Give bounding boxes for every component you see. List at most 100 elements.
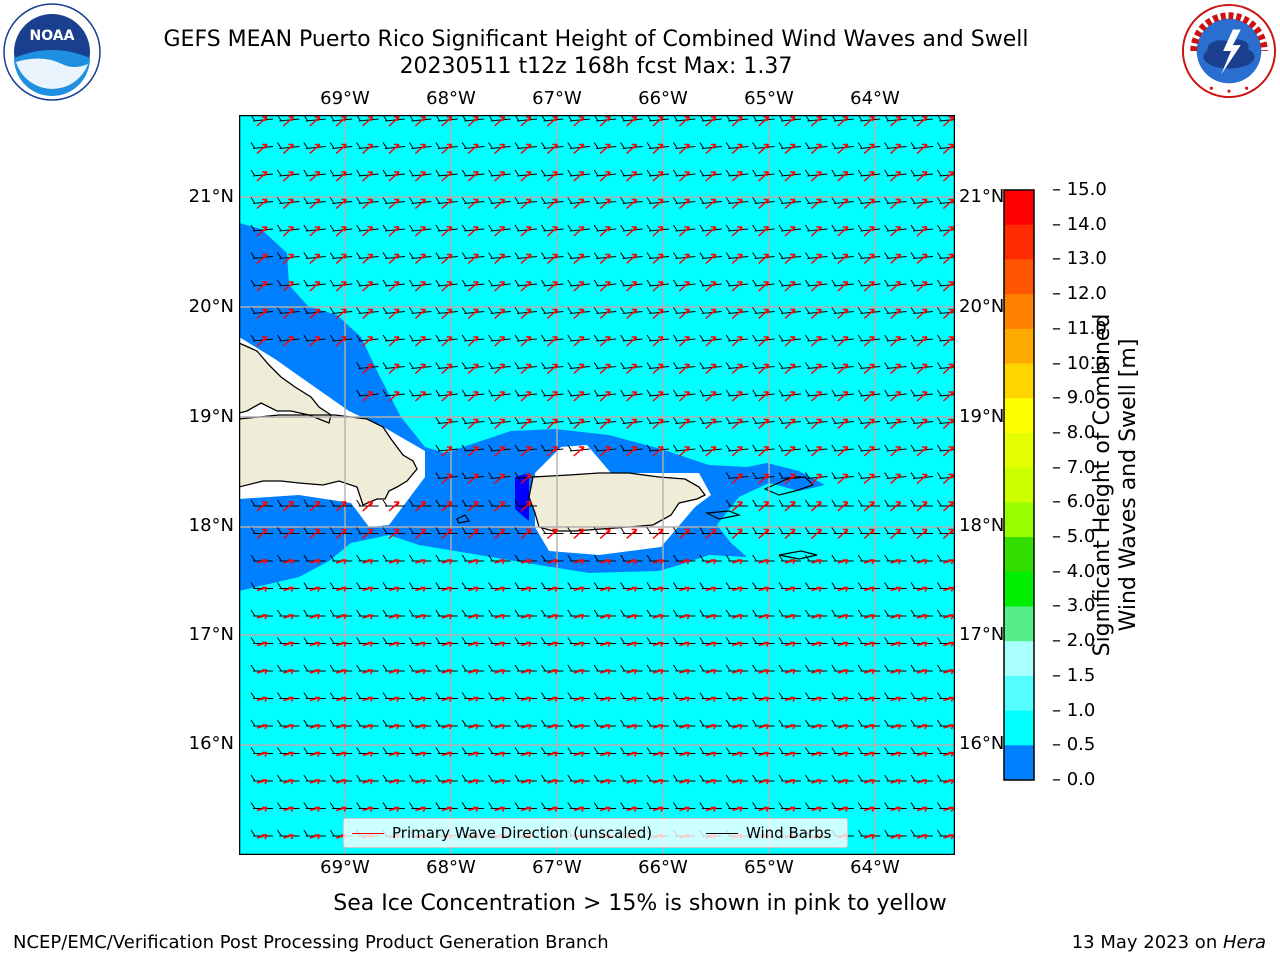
wave-direction-arrow [362,586,374,592]
wave-direction-arrow [942,528,955,540]
wave-direction-arrow [388,586,400,592]
wave-direction-arrow [441,751,453,757]
wave-direction-arrow [943,614,955,620]
lat-label-left: 21°N [188,186,234,207]
wave-direction-arrow [863,171,875,182]
wave-direction-arrow [863,308,875,320]
wave-direction-arrow [467,528,479,540]
wave-direction-arrow [626,363,638,375]
lon-label-bottom: 66°W [638,857,688,878]
wave-direction-arrow [837,308,849,320]
wave-direction-arrow [520,253,532,265]
wave-direction-arrow [335,171,347,182]
wave-direction-arrow [942,336,955,347]
wave-direction-arrow [467,363,479,375]
wave-direction-arrow [309,586,321,592]
wave-direction-arrow [705,806,717,812]
wave-direction-arrow [309,779,321,785]
wave-direction-arrow [758,418,770,430]
wave-direction-arrow [705,669,717,675]
wave-direction-arrow [758,253,770,265]
wave-direction-arrow [942,363,955,375]
wave-direction-arrow [705,614,717,620]
wave-direction-arrow [916,226,928,237]
wave-direction-arrow [599,418,611,430]
wave-direction-arrow [626,559,638,565]
wave-direction-arrow [758,473,770,485]
wave-direction-arrow [863,779,875,785]
map-title: GEFS MEAN Puerto Rico Significant Height… [163,27,1029,52]
wave-direction-arrow [679,614,691,620]
wave-direction-arrow [652,281,664,292]
wave-direction-arrow [388,559,400,565]
wave-direction-arrow [916,308,928,320]
noaa-logo-icon: NOAA [3,3,101,101]
wave-direction-arrow [283,586,295,592]
wind-barbs-layer [250,115,955,840]
wave-direction-arrow [626,446,638,457]
wave-direction-arrow [810,253,823,265]
wave-direction-arrow [758,308,770,320]
wave-direction-arrow [678,446,691,457]
colorbar-tick-label: – 1.5 [1052,664,1096,686]
wave-direction-arrow [256,586,268,592]
wave-direction-arrow [942,198,955,210]
wave-direction-arrow [784,336,796,347]
wave-direction-arrow [256,116,268,127]
wave-direction-arrow [573,669,585,675]
wave-direction-arrow [916,198,928,210]
wave-direction-arrow [863,614,875,620]
wave-direction-arrow [810,171,823,182]
wave-direction-arrow [916,641,928,647]
wave-direction-arrow [705,253,717,265]
wave-direction-arrow [362,308,374,320]
wave-direction-arrow [494,696,506,702]
wave-direction-arrow [256,641,268,647]
wave-direction-arrow [679,751,691,757]
wave-direction-arrow [599,614,611,620]
wave-direction-arrow [599,281,611,292]
wave-direction-arrow [441,779,453,785]
wave-direction-arrow [890,641,902,647]
wave-direction-arrow [282,281,295,292]
wave-direction-arrow [494,308,506,320]
wave-direction-arrow [256,834,268,840]
wave-direction-arrow [837,226,849,237]
wave-direction-arrow [283,614,295,620]
wave-direction-arrow [758,226,770,237]
wave-direction-arrow [362,751,374,757]
wave-direction-arrow [943,751,955,757]
wave-direction-arrow [573,226,585,237]
wave-direction-arrow [731,586,743,592]
wave-direction-arrow [388,724,400,730]
wave-direction-arrow [837,171,849,182]
colorbar-tick-label: – 1.0 [1052,699,1096,721]
wave-direction-arrow [731,779,743,785]
wave-direction-arrow [573,586,585,592]
wave-direction-arrow [283,696,295,702]
wave-direction-arrow [599,171,611,182]
colorbar-cell [1004,259,1034,295]
wave-direction-arrow [599,528,611,540]
wave-direction-arrow [494,281,506,292]
wave-direction-arrow [494,559,506,565]
wave-direction-arrow [335,501,347,512]
wave-direction-arrow [494,198,506,210]
wave-direction-arrow [335,308,347,320]
footer-machine: Hera [1222,932,1266,953]
wave-direction-arrow [810,281,823,292]
wave-direction-arrow [731,253,743,265]
wave-direction-arrow [309,336,321,347]
wave-direction-arrow [547,806,559,812]
wave-direction-arrow [811,806,823,812]
wave-direction-arrow [415,641,427,647]
wave-direction-arrow [335,669,347,675]
wave-direction-arrow [494,751,506,757]
wave-direction-arrow [573,806,585,812]
wave-direction-arrow [784,308,796,320]
wave-direction-arrow [309,641,321,647]
wave-direction-arrow [679,641,691,647]
wave-direction-arrow [494,528,506,540]
wave-direction-arrow [916,696,928,702]
wave-direction-arrow [282,528,295,540]
